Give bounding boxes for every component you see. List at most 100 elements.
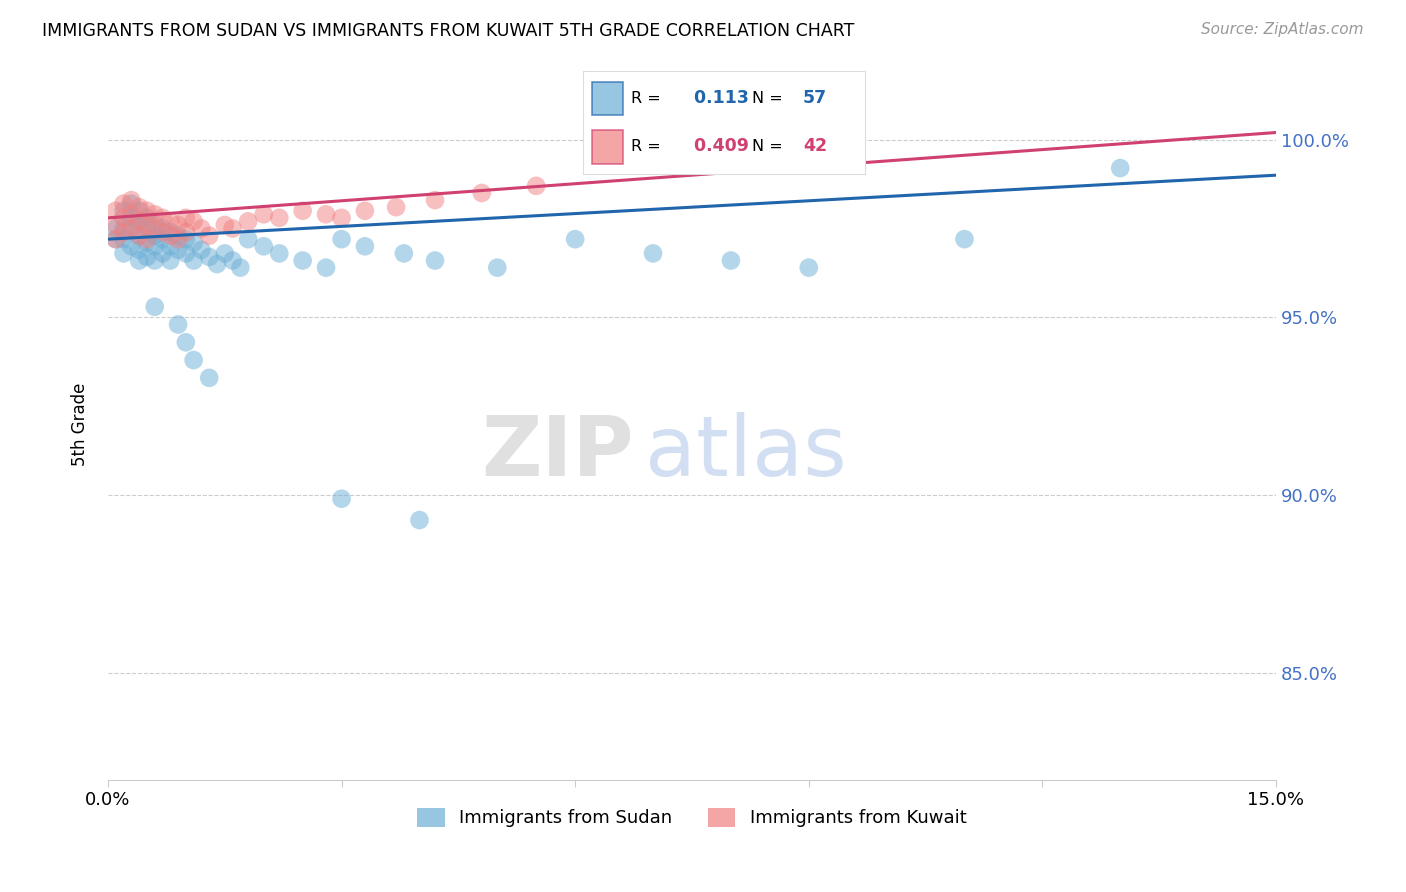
Point bbox=[183, 214, 205, 228]
Point bbox=[236, 214, 259, 228]
Point bbox=[221, 221, 243, 235]
Point bbox=[104, 232, 127, 246]
Text: N =: N = bbox=[752, 90, 783, 105]
Point bbox=[120, 239, 142, 253]
Point bbox=[183, 235, 205, 250]
Text: 0.113: 0.113 bbox=[688, 89, 748, 107]
Point bbox=[174, 211, 197, 225]
Point bbox=[229, 260, 252, 275]
Point bbox=[198, 250, 221, 264]
Point bbox=[120, 211, 142, 225]
Point bbox=[128, 228, 150, 243]
Point bbox=[953, 232, 976, 246]
Point bbox=[198, 371, 221, 385]
Point bbox=[112, 232, 135, 246]
Point bbox=[174, 246, 197, 260]
Point bbox=[143, 228, 166, 243]
Point bbox=[1109, 161, 1132, 175]
Point bbox=[104, 232, 127, 246]
Text: R =: R = bbox=[631, 90, 661, 105]
Point bbox=[720, 253, 742, 268]
Point bbox=[143, 253, 166, 268]
Point bbox=[152, 232, 174, 246]
Point bbox=[486, 260, 509, 275]
Point bbox=[214, 246, 236, 260]
Point bbox=[205, 257, 228, 271]
Text: atlas: atlas bbox=[645, 412, 846, 493]
Point bbox=[190, 221, 212, 235]
Point bbox=[291, 203, 314, 218]
Point bbox=[112, 225, 135, 239]
Point bbox=[253, 239, 276, 253]
Point bbox=[128, 253, 150, 268]
Point bbox=[112, 211, 135, 225]
Point bbox=[128, 203, 150, 218]
Point bbox=[159, 228, 181, 243]
Text: 42: 42 bbox=[803, 137, 827, 155]
Point bbox=[385, 200, 408, 214]
Point bbox=[159, 253, 181, 268]
Point bbox=[797, 133, 820, 147]
Point bbox=[471, 186, 494, 200]
Point bbox=[236, 232, 259, 246]
Point bbox=[174, 232, 197, 246]
Point bbox=[253, 207, 276, 221]
Point bbox=[183, 253, 205, 268]
Point bbox=[167, 318, 190, 332]
Point bbox=[120, 221, 142, 235]
Text: R =: R = bbox=[631, 139, 661, 153]
Text: 0.409: 0.409 bbox=[688, 137, 748, 155]
Point bbox=[167, 218, 190, 232]
Point bbox=[152, 221, 174, 235]
Text: IMMIGRANTS FROM SUDAN VS IMMIGRANTS FROM KUWAIT 5TH GRADE CORRELATION CHART: IMMIGRANTS FROM SUDAN VS IMMIGRANTS FROM… bbox=[42, 22, 855, 40]
Point bbox=[174, 225, 197, 239]
Text: Source: ZipAtlas.com: Source: ZipAtlas.com bbox=[1201, 22, 1364, 37]
Point bbox=[392, 246, 415, 260]
Point bbox=[183, 353, 205, 368]
Point bbox=[190, 243, 212, 257]
Point bbox=[135, 211, 157, 225]
Y-axis label: 5th Grade: 5th Grade bbox=[72, 383, 89, 466]
Point bbox=[112, 196, 135, 211]
Point bbox=[269, 246, 291, 260]
Point bbox=[104, 203, 127, 218]
Point bbox=[198, 228, 221, 243]
Text: ZIP: ZIP bbox=[481, 412, 634, 493]
Text: N =: N = bbox=[752, 139, 783, 153]
Point bbox=[214, 218, 236, 232]
Point bbox=[152, 225, 174, 239]
Point bbox=[152, 211, 174, 225]
Point bbox=[408, 513, 430, 527]
Point bbox=[112, 221, 135, 235]
Point bbox=[135, 235, 157, 250]
Point bbox=[269, 211, 291, 225]
Point bbox=[104, 218, 127, 232]
Point bbox=[143, 207, 166, 221]
Point bbox=[797, 260, 820, 275]
Point bbox=[641, 246, 664, 260]
Point bbox=[112, 246, 135, 260]
Point bbox=[167, 243, 190, 257]
Point bbox=[167, 232, 190, 246]
Bar bbox=[592, 130, 623, 163]
Point bbox=[135, 232, 157, 246]
Point bbox=[143, 218, 166, 232]
Point bbox=[174, 335, 197, 350]
Point bbox=[315, 260, 337, 275]
Point bbox=[135, 250, 157, 264]
Point bbox=[159, 214, 181, 228]
Point bbox=[315, 207, 337, 221]
Point bbox=[354, 239, 377, 253]
Point bbox=[120, 221, 142, 235]
Point bbox=[143, 239, 166, 253]
Point bbox=[128, 214, 150, 228]
Point bbox=[143, 221, 166, 235]
Point bbox=[104, 221, 127, 235]
Point bbox=[159, 239, 181, 253]
Point bbox=[221, 253, 243, 268]
Point bbox=[291, 253, 314, 268]
Point bbox=[330, 491, 353, 506]
Bar bbox=[592, 81, 623, 115]
Point bbox=[354, 203, 377, 218]
Point bbox=[120, 193, 142, 207]
